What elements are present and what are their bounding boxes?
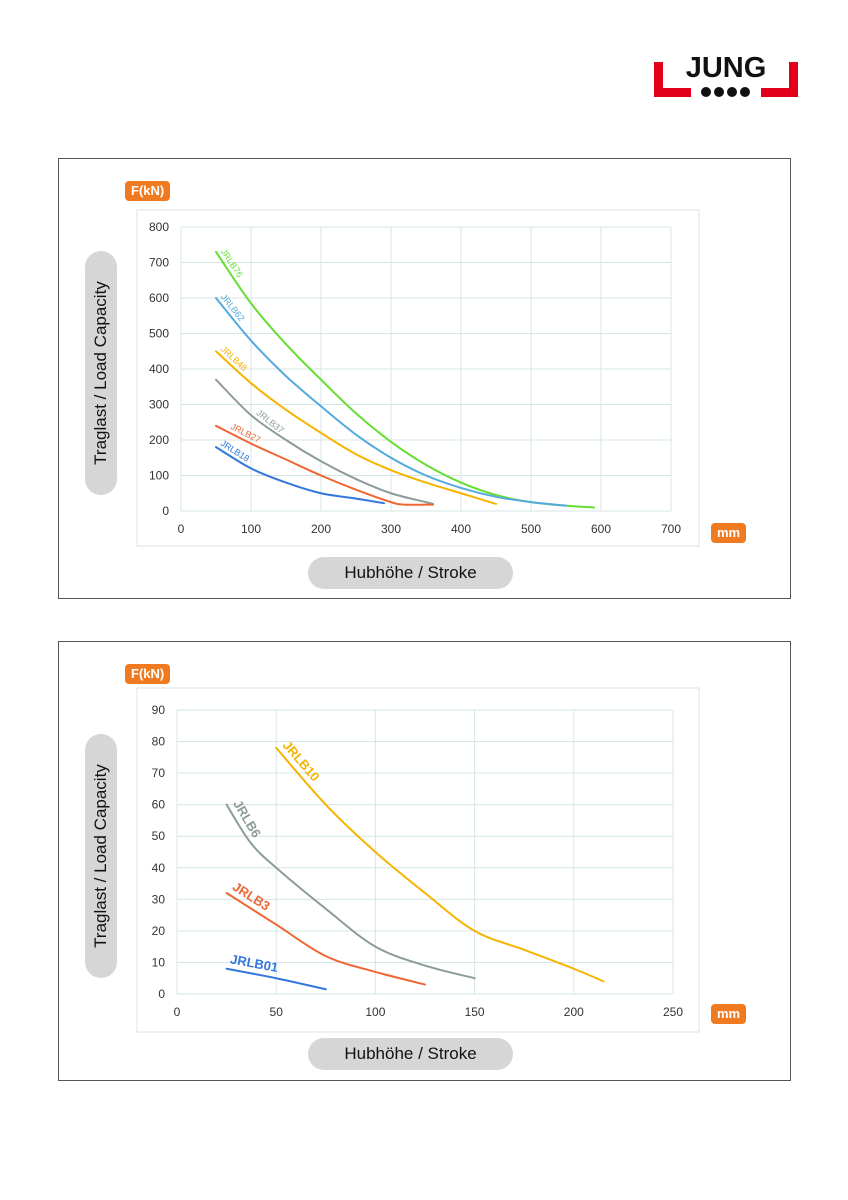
- y-tick-label: 100: [149, 469, 169, 483]
- x-tick-label: 200: [311, 522, 331, 536]
- y-tick-label: 200: [149, 433, 169, 447]
- series-line-jrlb37: [215, 378, 434, 505]
- y-tick-label: 500: [149, 327, 169, 341]
- y-tick-label: 400: [149, 362, 169, 376]
- plot-frame: [136, 687, 700, 1033]
- y-axis-label-pill: Traglast / Load Capacity: [85, 251, 117, 495]
- x-tick-label: 600: [591, 522, 611, 536]
- x-tick-label: 100: [241, 522, 261, 536]
- x-tick-label: 100: [365, 1005, 385, 1019]
- y-unit-badge: F(kN): [125, 664, 171, 684]
- y-tick-label: 800: [149, 220, 169, 234]
- x-axis-label-pill: Hubhöhe / Stroke: [308, 1038, 513, 1070]
- series-line-jrlb01: [225, 967, 327, 991]
- series-line-jrlb18: [215, 446, 385, 505]
- y-tick-label: 700: [149, 256, 169, 270]
- x-tick-label: 250: [663, 1005, 683, 1019]
- x-tick-label: 50: [270, 1005, 284, 1019]
- jung-logo: JUNG: [654, 50, 798, 100]
- capacity-chart-2: 0 50 100 150 200 2500102030405060708090JRLB10…: [136, 687, 700, 1033]
- x-axis-label-pill: Hubhöhe / Stroke: [308, 557, 513, 589]
- y-tick-label: 600: [149, 291, 169, 305]
- series-line-jrlb27: [215, 424, 434, 506]
- series-line-jrlb62: [215, 297, 567, 507]
- y-tick-label: 300: [149, 398, 169, 412]
- y-tick-label: 20: [152, 924, 166, 938]
- x-tick-label: 150: [465, 1005, 485, 1019]
- plot-frame: [136, 209, 700, 547]
- x-tick-label: 700: [661, 522, 681, 536]
- x-tick-label: 200: [564, 1005, 584, 1019]
- x-tick-label: 300: [381, 522, 401, 536]
- y-tick-label: 80: [152, 735, 166, 749]
- y-axis-label-pill: Traglast / Load Capacity: [85, 734, 117, 978]
- y-tick-label: 0: [162, 504, 169, 518]
- x-tick-label: 500: [521, 522, 541, 536]
- y-tick-label: 60: [152, 798, 166, 812]
- y-tick-label: 40: [152, 861, 166, 875]
- y-tick-label: 90: [152, 703, 166, 717]
- series-line-jrlb10: [275, 746, 605, 983]
- y-tick-label: 30: [152, 892, 166, 906]
- x-tick-label: 0: [174, 1005, 181, 1019]
- y-tick-label: 50: [152, 829, 166, 843]
- series-line-jrlb48: [215, 350, 497, 505]
- x-unit-badge: mm: [711, 523, 747, 543]
- y-tick-label: 10: [152, 955, 166, 969]
- jung-logo-graphic: JUNG: [654, 52, 798, 97]
- series-line-jrlb6: [225, 803, 476, 980]
- y-unit-badge: F(kN): [125, 181, 171, 201]
- logo-text: JUNG: [686, 52, 767, 84]
- x-tick-label: 0: [178, 522, 185, 536]
- x-unit-badge: mm: [711, 1004, 747, 1024]
- series-line-jrlb3: [225, 892, 426, 986]
- x-tick-label: 400: [451, 522, 471, 536]
- capacity-chart-1: 0 100 200 300 400 500 600 700 0 100 200 300 400 500 60…: [136, 209, 700, 547]
- y-tick-label: 70: [152, 766, 166, 780]
- chart-panel-1: F(kN) mm Traglast / Load Capacity Hubhöh…: [58, 158, 791, 599]
- chart-panel-2: F(kN) mm Traglast / Load Capacity Hubhöh…: [58, 641, 791, 1081]
- y-tick-label: 0: [158, 987, 165, 1001]
